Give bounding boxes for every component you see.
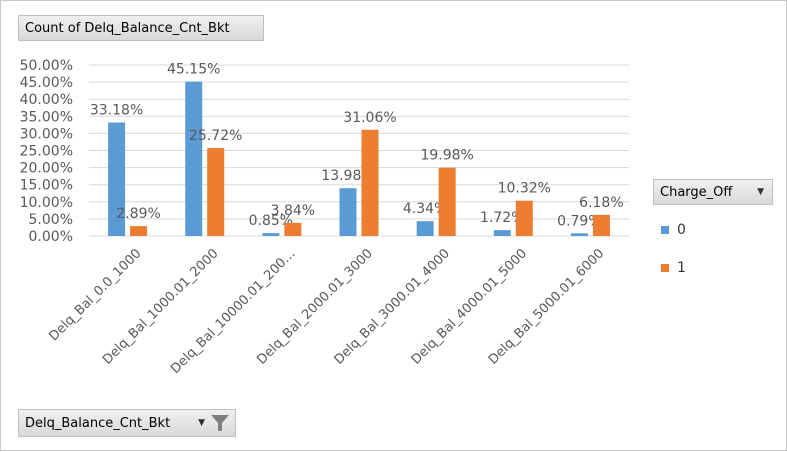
bar — [570, 233, 588, 236]
data-label: 31.06% — [343, 110, 396, 126]
bar — [207, 148, 225, 236]
y-tick-label: 5.00% — [29, 212, 73, 228]
y-tick-label: 0.00% — [29, 229, 73, 245]
legend-field-button[interactable]: Charge_Off ▼ — [653, 179, 773, 205]
value-field-label: Count of Delq_Balance_Cnt_Bkt — [25, 20, 230, 36]
x-tick-label: Delq_Bal_10000.01_200… — [168, 246, 299, 377]
value-field-button[interactable]: Count of Delq_Balance_Cnt_Bkt — [18, 15, 264, 41]
data-label: 19.98% — [420, 148, 473, 164]
y-tick-label: 35.00% — [20, 109, 73, 125]
y-tick-label: 15.00% — [20, 178, 73, 194]
data-label: 10.32% — [498, 181, 551, 197]
legend-field-label: Charge_Off — [660, 184, 733, 200]
data-label: 3.84% — [271, 203, 315, 219]
bar — [108, 122, 126, 236]
filter-icon[interactable] — [209, 412, 231, 434]
data-label: 13.98% — [321, 168, 374, 184]
axis-field-label: Delq_Balance_Cnt_Bkt — [25, 415, 171, 431]
bar — [284, 222, 302, 236]
bar — [130, 226, 148, 236]
bar — [185, 81, 203, 236]
data-label: 6.18% — [579, 195, 623, 211]
legend-swatch-0 — [661, 226, 669, 234]
y-tick-label: 30.00% — [20, 126, 73, 142]
data-label: 4.34% — [403, 201, 447, 217]
data-label: 0.79% — [557, 213, 601, 229]
legend-swatch-1 — [661, 264, 669, 272]
bar — [416, 221, 434, 236]
bar — [515, 200, 533, 236]
bar — [361, 129, 379, 236]
bar — [493, 230, 511, 236]
y-tick-label: 25.00% — [20, 144, 73, 160]
axis-field-button[interactable]: Delq_Balance_Cnt_Bkt ▼ — [18, 409, 236, 437]
legend-item-1: 1 — [661, 249, 686, 287]
legend-label-0: 0 — [677, 222, 686, 238]
y-tick-label: 50.00% — [20, 58, 73, 74]
bar — [262, 233, 280, 236]
data-label: 1.72% — [480, 210, 524, 226]
data-label: 0.85% — [249, 213, 293, 229]
data-label: 45.15% — [167, 62, 220, 78]
dropdown-arrow-icon[interactable]: ▼ — [198, 418, 205, 428]
y-tick-label: 20.00% — [20, 161, 73, 177]
y-tick-label: 40.00% — [20, 92, 73, 108]
legend-item-0: 0 — [661, 211, 686, 249]
legend: 0 1 — [661, 211, 686, 287]
y-tick-label: 10.00% — [20, 195, 73, 211]
bar — [339, 188, 357, 236]
bar — [592, 214, 610, 236]
data-label: 2.89% — [116, 206, 160, 222]
data-label: 25.72% — [189, 128, 242, 144]
bar — [438, 167, 456, 236]
y-tick-label: 45.00% — [20, 75, 73, 91]
legend-label-1: 1 — [677, 260, 686, 276]
data-label: 33.18% — [90, 103, 143, 119]
dropdown-arrow-icon[interactable]: ▼ — [757, 187, 764, 197]
